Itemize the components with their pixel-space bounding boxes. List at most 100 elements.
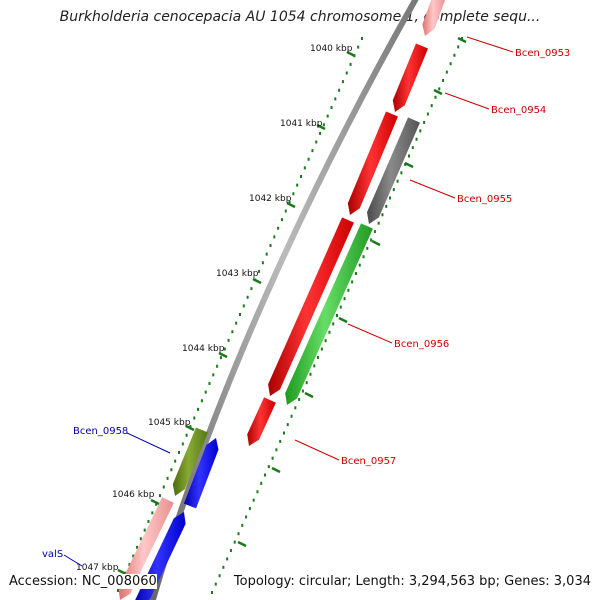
minor-tick-outer [438, 87, 441, 91]
minor-tick-inner [136, 545, 139, 549]
minor-tick-outer [320, 347, 323, 351]
minor-tick-outer [248, 507, 251, 511]
minor-tick-inner [322, 123, 325, 127]
minor-tick-outer [351, 280, 354, 284]
major-tick [150, 498, 160, 506]
minor-tick-outer [358, 263, 361, 267]
gene-callout-line [126, 432, 171, 454]
minor-tick-outer [373, 230, 376, 234]
minor-tick-inner [216, 364, 219, 368]
tick-label: 1047 kbp [76, 563, 119, 573]
minor-tick-inner [158, 494, 161, 498]
minor-tick-inner [246, 295, 249, 299]
minor-tick-inner [189, 425, 192, 429]
tick-label: 1046 kbp [112, 490, 155, 500]
gene-callout-line [63, 554, 83, 567]
minor-tick-outer [267, 465, 270, 469]
major-tick-outer [304, 391, 314, 399]
gene-blue-1[interactable] [183, 438, 219, 509]
major-tick [185, 424, 195, 432]
gene-labels: Bcen_0953 Bcen_0954 Bcen_0955 Bcen_0956 Bcen… [42, 36, 570, 567]
minor-tick-outer [385, 204, 388, 208]
gene-label[interactable]: Bcen_0958 [73, 426, 128, 437]
minor-tick-outer [430, 104, 433, 108]
minor-tick-outer [264, 473, 267, 477]
gene-bcen-0956[interactable] [285, 223, 373, 405]
minor-tick-inner [212, 373, 215, 377]
major-tick [117, 568, 127, 576]
minor-tick-inner [319, 131, 322, 135]
minor-tick-outer [449, 62, 452, 66]
minor-tick-outer [457, 45, 460, 49]
minor-tick-outer [461, 37, 463, 40]
minor-tick-outer [411, 146, 414, 150]
gene-label[interactable]: Bcen_0953 [515, 48, 570, 59]
gene-bcen-0955[interactable] [367, 117, 420, 224]
tick-label: 1040 kbp [310, 44, 353, 54]
minor-tick-inner [265, 252, 268, 256]
gene-label[interactable]: Bcen_0957 [341, 456, 396, 467]
minor-tick-outer [305, 381, 308, 385]
gene-label[interactable]: Bcen_0954 [491, 105, 546, 116]
minor-tick-outer [445, 70, 448, 74]
minor-tick-inner [341, 80, 344, 84]
minor-tick-inner [143, 528, 146, 532]
gene-bcen-0957[interactable] [247, 397, 276, 446]
minor-tick-inner [345, 71, 348, 75]
minor-tick-inner [326, 114, 329, 118]
major-tick [316, 123, 326, 131]
map-title: Burkholderia cenocepacia AU 1054 chromos… [59, 9, 541, 25]
minor-tick-outer [222, 565, 225, 569]
minor-tick-outer [400, 171, 403, 175]
minor-tick-outer [226, 557, 229, 561]
minor-tick-inner [174, 459, 177, 463]
gene-bcen-0958[interactable] [172, 427, 209, 496]
minor-tick-inner [200, 399, 203, 403]
gene-features [118, 0, 446, 600]
minor-tick-outer [426, 112, 429, 116]
minor-tick-inner [242, 304, 245, 308]
minor-tick-outer [389, 196, 392, 200]
minor-tick-outer [339, 305, 342, 309]
gene-label[interactable]: valS [42, 549, 63, 560]
major-tick-outer [404, 161, 414, 169]
minor-tick-outer [256, 490, 259, 494]
major-tick [286, 201, 296, 209]
minor-tick-inner [303, 166, 306, 170]
minor-tick-inner [139, 537, 142, 541]
minor-tick-inner [208, 382, 211, 385]
major-tick-outer [237, 540, 247, 548]
minor-tick-outer [354, 272, 357, 276]
minor-tick-inner [361, 37, 363, 40]
minor-tick-inner [349, 62, 352, 66]
minor-tick-outer [328, 330, 331, 334]
minor-tick-inner [147, 520, 150, 523]
minor-tick-outer [453, 53, 456, 57]
gene-callout-line [294, 439, 340, 461]
minor-tick-inner [338, 88, 341, 92]
minor-tick-inner [300, 175, 302, 178]
minor-tick-outer [218, 574, 221, 578]
minor-tick-outer [392, 188, 395, 192]
minor-tick-inner [185, 433, 188, 437]
gene-bcen-0954[interactable] [392, 43, 429, 112]
gene-bcen-0953[interactable] [422, 0, 446, 36]
gene-bcen-0955-red[interactable] [347, 111, 399, 215]
minor-tick-inner [296, 183, 299, 187]
gene-label[interactable]: Bcen_0956 [394, 339, 449, 350]
major-ticks: 1040 kbp 1041 kbp 1042 kbp 1043 kbp 1044 kbp… [76, 36, 467, 576]
minor-tick-outer [336, 314, 338, 317]
gene-red-long[interactable] [268, 217, 354, 396]
gene-label[interactable]: Bcen_0955 [457, 194, 512, 205]
minor-tick-inner [151, 511, 154, 515]
minor-tick-outer [252, 498, 255, 502]
accession-label: Accession: [9, 574, 78, 589]
minor-tick-inner [250, 287, 253, 291]
tick-label: 1045 kbp [148, 418, 191, 428]
minor-tick-outer [237, 532, 240, 536]
minor-tick-outer [396, 179, 399, 183]
major-tick [218, 351, 228, 359]
major-tick-outer [457, 36, 467, 44]
minor-tick-inner [193, 416, 196, 420]
